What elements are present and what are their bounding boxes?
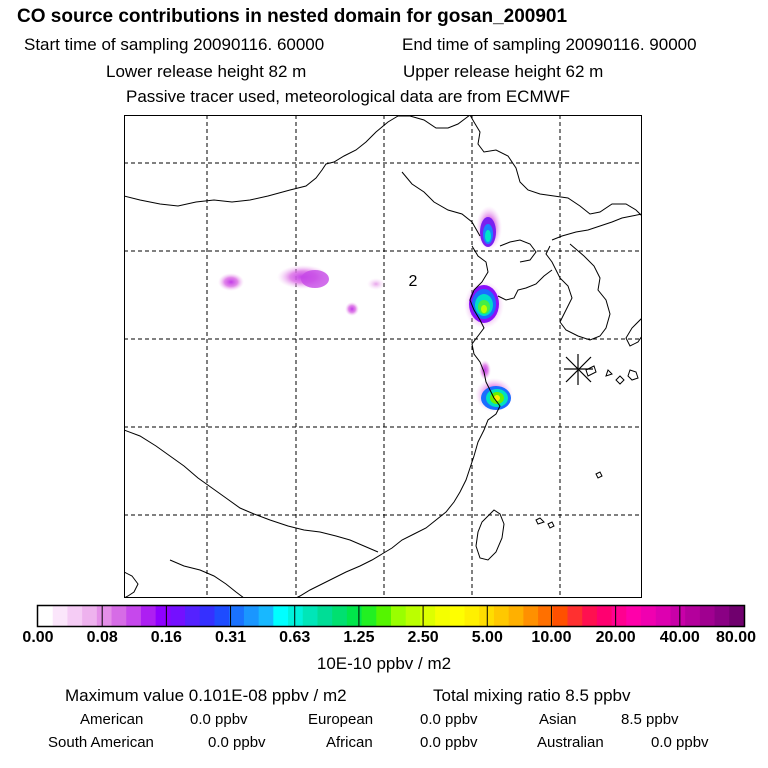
colorbar-tick-label: 40.00: [659, 629, 700, 646]
map-frame: [124, 115, 642, 598]
colorbar-tick-label: 1.25: [343, 629, 375, 646]
region-value: 8.5 ppbv: [621, 711, 679, 728]
region-value: 0.0 ppbv: [651, 734, 709, 751]
max-value-label: Maximum value 0.101E-08 ppbv / m2: [65, 686, 347, 705]
colorbar-tick-label: 2.50: [407, 629, 439, 646]
region-name: Asian: [539, 711, 577, 728]
start-time-label: Start time of sampling 20090116. 60000: [24, 35, 325, 54]
colorbar-tick-label: 0.31: [214, 629, 247, 646]
upper-release-label: Upper release height 62 m: [403, 62, 604, 81]
region-name: African: [326, 734, 373, 751]
coastlines: [124, 115, 642, 598]
region-value: 0.0 ppbv: [420, 734, 478, 751]
colorbar-tick-label: 10.00: [531, 629, 572, 646]
total-mixing-label: Total mixing ratio 8.5 ppbv: [433, 686, 631, 705]
region-name: American: [80, 711, 144, 728]
colorbar-tick-label: 0.08: [86, 629, 118, 646]
region-value: 0.0 ppbv: [420, 711, 478, 728]
colorbar-tick-label: 80.00: [715, 629, 757, 646]
grid-lines: [124, 115, 642, 598]
concentration-plumes: [218, 206, 513, 412]
region-value: 0.0 ppbv: [208, 734, 266, 751]
region-name: European: [308, 711, 374, 728]
colorbar-units-label: 10E-10 ppbv / m2: [316, 654, 452, 673]
chart-title: CO source contributions in nested domain…: [17, 6, 568, 27]
colorbar-tick-label: 0.16: [150, 629, 182, 646]
colorbar-tick-label: 5.00: [471, 629, 503, 646]
colorbar-tick-label: 0.63: [279, 629, 311, 646]
region-name: South American: [48, 734, 154, 751]
tracer-info-label: Passive tracer used, meteorological data…: [126, 87, 571, 106]
region-name: Australian: [537, 734, 604, 751]
colorbar-tick-label: 20.00: [595, 629, 636, 646]
lower-release-label: Lower release height 82 m: [106, 62, 307, 81]
end-time-label: End time of sampling 20090116. 90000: [402, 35, 697, 54]
colorbar-tick-label: 0.00: [22, 629, 54, 646]
map-annotation-label: 2: [409, 273, 418, 290]
star-icon: [564, 354, 593, 385]
region-value: 0.0 ppbv: [190, 711, 248, 728]
